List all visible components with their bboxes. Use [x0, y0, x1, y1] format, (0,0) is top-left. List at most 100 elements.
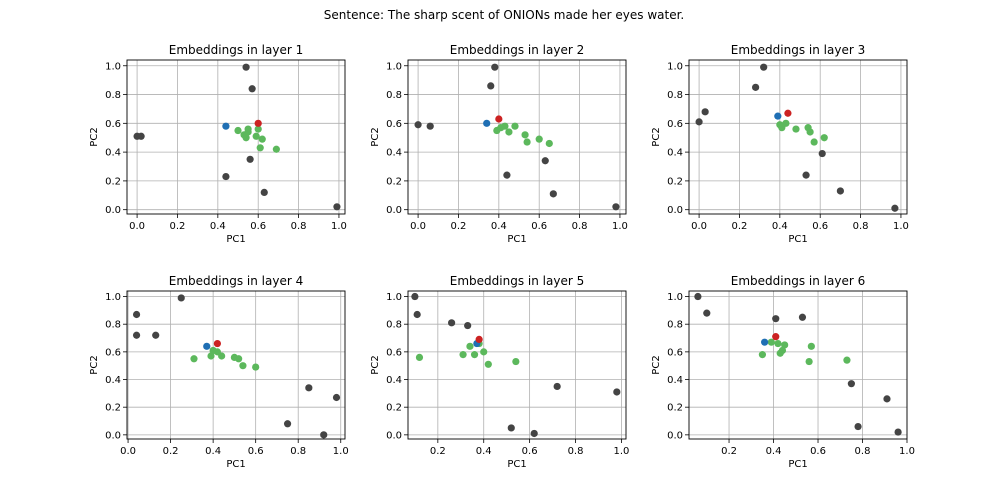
data-point-green	[235, 355, 243, 363]
y-tick-label: 1.0	[105, 292, 121, 303]
y-tick-label: 0.8	[386, 90, 402, 101]
data-point-green	[805, 357, 813, 366]
y-tick-label: 0.2	[386, 403, 402, 414]
data-point-green	[758, 351, 767, 359]
data-point-gray	[305, 384, 313, 392]
data-point-gray	[283, 420, 292, 428]
data-point-gray	[703, 309, 711, 317]
y-tick-label: 0.8	[105, 320, 121, 331]
data-point-green	[218, 352, 226, 360]
y-axis-label: PC2	[89, 355, 100, 374]
data-point-gray	[332, 393, 341, 402]
data-point-green	[244, 128, 252, 136]
y-tick-label: 0.0	[667, 205, 683, 216]
data-point-green	[234, 126, 242, 135]
subplot-3: 0.0 0.2 0.4 0.6 0.8 1.0 0.0 0.2 0.4 0.6 0.8 1.0 Embe…	[651, 43, 909, 245]
data-point-green	[190, 355, 198, 363]
data-point-green	[480, 348, 488, 356]
subplot-title: Embeddings in layer 4	[169, 274, 303, 288]
data-point-green	[258, 135, 266, 143]
data-point-gray	[836, 187, 844, 195]
x-tick-label: 0.8	[853, 221, 869, 232]
data-point-gray	[411, 292, 419, 301]
data-point-red	[495, 115, 503, 123]
data-point-gray	[798, 313, 807, 321]
data-point-red	[784, 109, 792, 117]
x-tick-label: 0.2	[451, 221, 467, 232]
x-tick-label: 0.4	[491, 221, 507, 232]
y-tick-label: 0.4	[667, 375, 683, 386]
y-tick-label: 1.0	[667, 61, 683, 72]
y-tick-label: 0.2	[667, 403, 683, 414]
y-tick-label: 0.6	[105, 119, 121, 130]
data-point-green	[207, 352, 215, 360]
data-point-gray	[818, 149, 826, 158]
data-point-green	[254, 125, 262, 133]
y-axis-label: PC2	[370, 127, 381, 146]
y-tick-label: 0.8	[105, 90, 121, 101]
data-point-green	[767, 338, 775, 346]
data-point-gray	[549, 190, 557, 198]
x-tick-label: 0.4	[766, 446, 782, 457]
data-point-green	[459, 351, 467, 359]
axes-frame	[407, 290, 627, 440]
data-point-gray	[694, 292, 702, 301]
x-tick-label: 0.6	[531, 221, 547, 232]
y-tick-label: 0.4	[105, 375, 121, 386]
data-point-green	[820, 134, 828, 142]
y-tick-label: 0.2	[105, 403, 121, 414]
data-point-gray	[503, 171, 511, 179]
x-axis-label: PC1	[507, 234, 526, 245]
x-axis-label: PC1	[507, 459, 526, 470]
x-tick-label: 0.2	[170, 221, 186, 232]
y-tick-label: 0.2	[386, 176, 402, 187]
axes-frame	[688, 290, 908, 440]
data-point-gray	[695, 118, 703, 126]
x-tick-label: 0.8	[568, 446, 584, 457]
data-point-gray	[541, 157, 549, 165]
x-tick-label: 0.4	[205, 446, 221, 457]
x-axis-label: PC1	[226, 459, 245, 470]
subplot-4: 0.0 0.2 0.4 0.6 0.8 1.0 0.0 0.2 0.4 0.6 0.8 1.0 Embe…	[89, 274, 349, 470]
data-point-gray	[701, 108, 709, 116]
x-tick-label: 0.6	[810, 446, 826, 457]
data-point-green	[415, 353, 424, 361]
x-tick-label: 0.6	[812, 221, 828, 232]
x-tick-label: 1.0	[613, 446, 629, 457]
data-point-gray	[132, 331, 141, 339]
data-point-green	[792, 125, 800, 133]
y-tick-label: 0.0	[667, 430, 683, 441]
subplot-2: 0.0 0.2 0.4 0.6 0.8 1.0 0.0 0.2 0.4 0.6 0.8 1.0 Embe…	[370, 43, 628, 245]
data-point-gray	[612, 203, 620, 211]
data-point-blue	[203, 342, 211, 350]
y-axis-label: PC2	[370, 355, 381, 374]
data-point-gray	[891, 204, 899, 212]
data-point-red	[772, 333, 780, 341]
data-point-gray	[854, 422, 862, 431]
x-tick-label: 0.8	[855, 446, 871, 457]
data-point-green	[535, 135, 543, 143]
data-point-green	[242, 134, 250, 142]
data-point-gray	[553, 382, 561, 391]
x-tick-label: 0.6	[522, 446, 538, 457]
x-tick-label: 0.8	[290, 446, 306, 457]
data-point-green	[810, 138, 818, 146]
x-tick-label: 0.4	[772, 221, 788, 232]
y-tick-label: 0.6	[105, 347, 121, 358]
y-tick-label: 0.6	[667, 119, 683, 130]
data-point-gray	[320, 431, 328, 439]
x-tick-label: 0.2	[163, 446, 179, 457]
data-point-gray	[507, 424, 515, 432]
x-tick-label: 0.0	[691, 221, 707, 232]
data-point-gray	[883, 395, 891, 403]
x-tick-label: 0.0	[410, 221, 426, 232]
data-point-gray	[894, 428, 902, 436]
y-tick-label: 0.2	[667, 176, 683, 187]
data-point-green	[470, 351, 479, 359]
data-point-gray	[333, 203, 341, 211]
figure-title: Sentence: The sharp scent of ONIONs made…	[323, 8, 685, 22]
y-tick-label: 0.4	[386, 148, 402, 159]
x-tick-label: 0.6	[250, 221, 266, 232]
x-tick-label: 0.6	[248, 446, 264, 457]
